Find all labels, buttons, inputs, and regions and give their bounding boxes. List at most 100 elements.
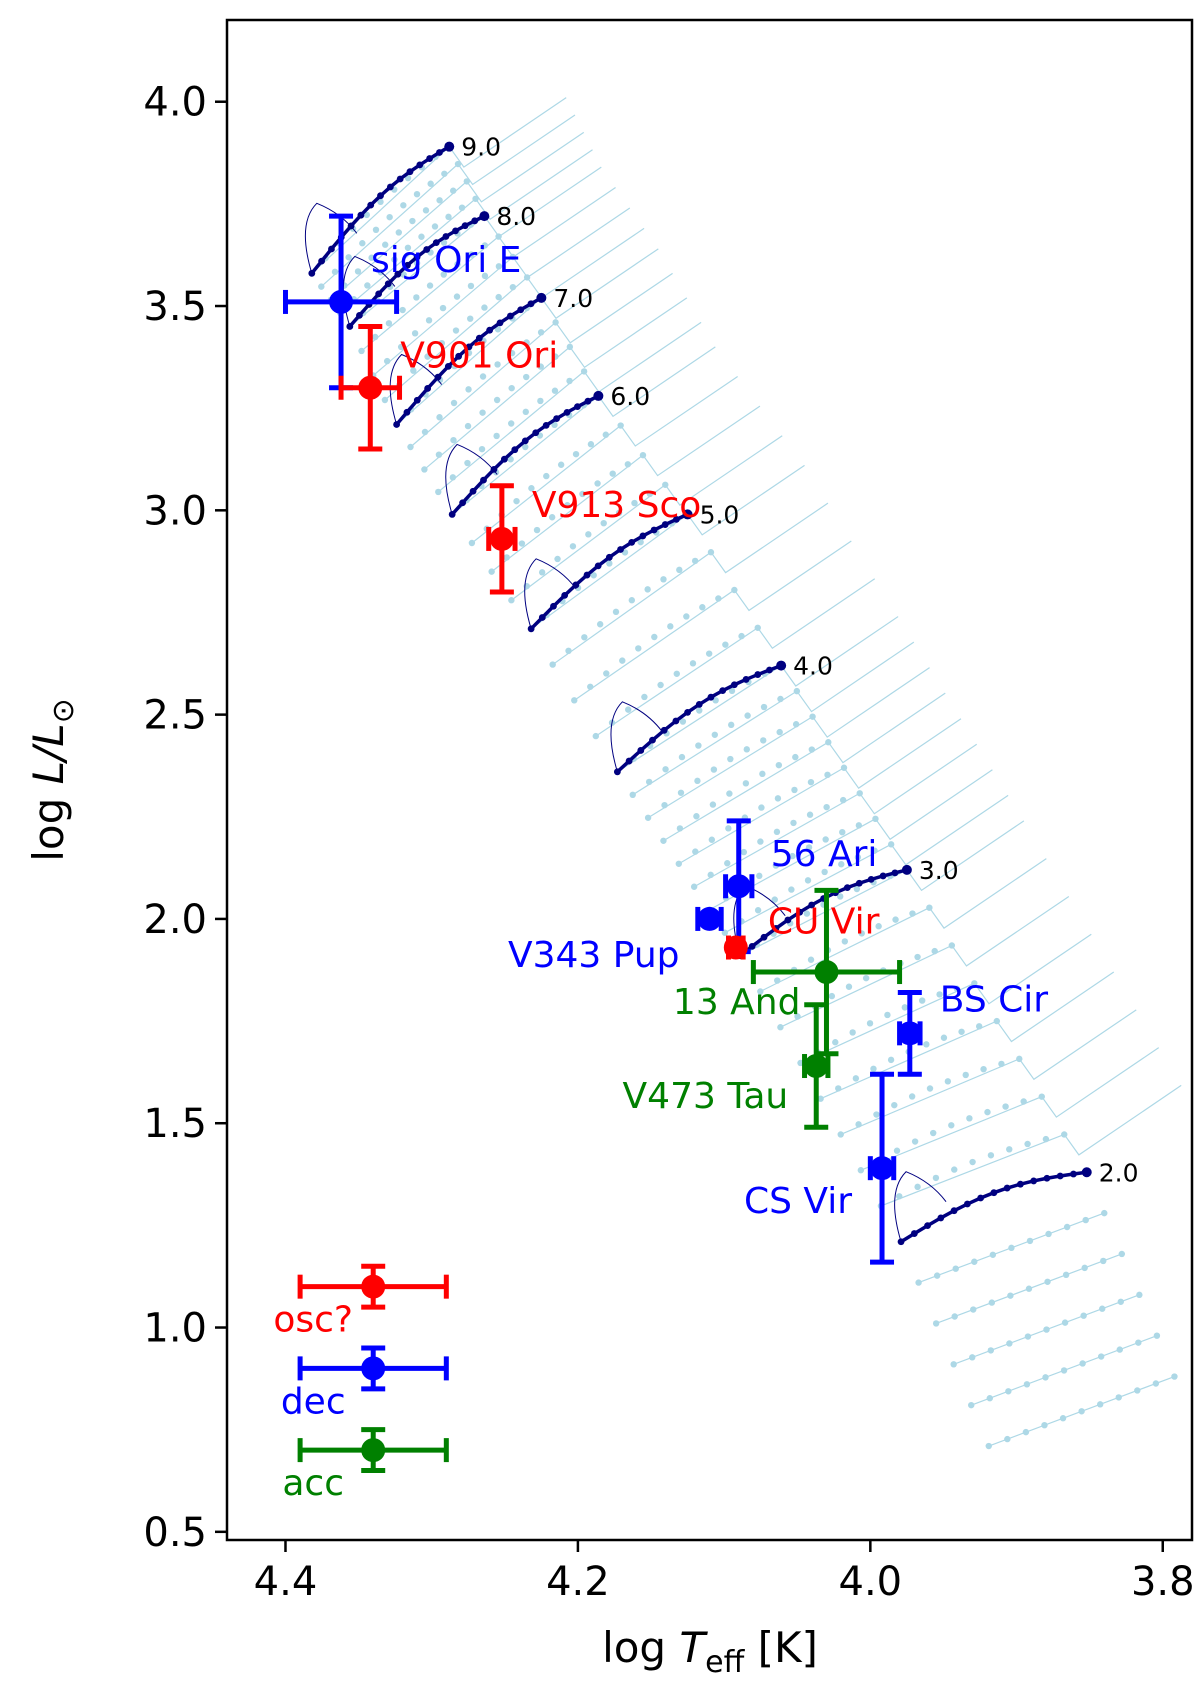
background-track-point	[662, 766, 669, 773]
background-track-point	[1061, 1131, 1068, 1138]
background-track-point	[998, 1060, 1005, 1068]
background-track-point	[968, 1401, 975, 1409]
background-track-point	[975, 1023, 983, 1030]
background-track	[880, 1084, 1182, 1207]
background-track-point	[1004, 1435, 1011, 1443]
background-track	[330, 131, 585, 301]
background-track-point	[690, 883, 698, 890]
star-point	[814, 960, 839, 985]
mass-track-point	[413, 253, 421, 261]
background-track-point	[930, 1129, 937, 1137]
background-track-point	[839, 828, 846, 836]
background-track-point	[950, 1361, 957, 1368]
background-track-point	[845, 983, 853, 990]
background-track-point	[413, 190, 421, 198]
background-track-point	[467, 251, 475, 258]
mass-track-point	[583, 571, 591, 579]
background-track-point	[554, 555, 561, 563]
star-label: sig Ori E	[371, 240, 521, 281]
background-track	[396, 248, 659, 425]
background-track-point	[467, 315, 474, 322]
background-track-point	[421, 466, 428, 473]
background-track-point	[551, 421, 558, 429]
background-track-point	[788, 886, 795, 893]
mass-track-point	[684, 708, 691, 716]
mass-track-point	[442, 233, 450, 240]
background-track-point	[657, 681, 664, 689]
background-track-point	[728, 687, 736, 695]
background-track-point	[450, 399, 458, 407]
background-track-point	[728, 721, 735, 729]
mass-track-hook	[389, 353, 443, 425]
y-axis-title-var: L/L	[24, 723, 73, 784]
star-v343-pup: V343 Pup	[508, 906, 724, 976]
mass-track-point	[377, 192, 384, 200]
mass-track-point	[1056, 1172, 1064, 1180]
y-tick-label: 1.0	[143, 1306, 207, 1352]
background-track-point	[817, 1095, 824, 1102]
background-track-point	[853, 885, 861, 893]
y-tick-label: 0.5	[143, 1510, 207, 1556]
mass-track-point	[475, 334, 483, 342]
mass-track-point	[661, 521, 669, 528]
background-track-point	[450, 436, 457, 444]
mass-track-label: 9.0	[461, 133, 501, 162]
background-track-point	[952, 1265, 959, 1272]
background-track-point	[932, 1320, 940, 1327]
background-track-point	[953, 985, 961, 992]
background-track-point	[421, 428, 429, 436]
background-track-point	[1117, 1298, 1124, 1305]
background-track-point	[772, 862, 780, 869]
background-track-point	[479, 409, 486, 416]
background-track-point	[603, 670, 610, 677]
background-track-point	[1063, 1223, 1071, 1231]
mass-track-point	[796, 908, 804, 916]
mass-track-point	[1030, 1177, 1038, 1185]
legend-label: dec	[281, 1381, 346, 1422]
background-track	[780, 895, 1070, 1028]
background-track-point	[944, 1078, 952, 1085]
y-tick-label: 1.5	[143, 1101, 207, 1147]
background-track-point	[923, 1041, 930, 1048]
background-track	[339, 149, 593, 314]
background-track-point	[528, 485, 535, 492]
background-track-point	[549, 661, 556, 668]
background-track-point	[857, 1167, 865, 1174]
background-track-point	[479, 373, 487, 380]
mass-track-point	[423, 246, 431, 253]
mass-track-point	[347, 222, 355, 230]
background-track-point	[1099, 1305, 1106, 1312]
x-tick-label: 4.0	[839, 1559, 903, 1605]
background-track	[663, 692, 946, 842]
background-track-point	[1016, 1055, 1023, 1063]
mass-track-point	[707, 693, 715, 701]
mass-track-point	[328, 245, 335, 253]
background-track-point	[871, 847, 878, 854]
background-track-point	[508, 384, 515, 392]
mass-track-end	[901, 864, 912, 875]
background-track-point	[980, 1065, 987, 1073]
background-track-point	[1082, 1216, 1089, 1224]
background-track-point	[725, 825, 732, 832]
background-track-point	[1080, 1312, 1087, 1319]
mass-track-point	[496, 319, 504, 327]
background-track-point	[893, 1147, 901, 1154]
star-point	[804, 1054, 829, 1079]
background-track-point	[1043, 1326, 1050, 1333]
background-track	[437, 321, 702, 493]
background-track-point	[644, 586, 651, 593]
mass-track-point	[605, 553, 613, 561]
background-track-point	[523, 274, 531, 281]
background-track-point	[1116, 1346, 1123, 1353]
legend-entry-osc: osc?	[273, 1263, 449, 1341]
star-bs-cir: BS Cir	[897, 979, 1048, 1077]
background-track-point	[722, 641, 729, 648]
background-track-point	[594, 480, 601, 487]
mass-track-point	[521, 437, 529, 445]
background-track-point	[1079, 1360, 1086, 1367]
background-track-point	[503, 554, 510, 561]
mass-track-point	[424, 385, 432, 392]
background-track-point	[413, 259, 421, 267]
mass-track-point	[448, 511, 456, 518]
mass-track-label: 5.0	[700, 500, 740, 529]
